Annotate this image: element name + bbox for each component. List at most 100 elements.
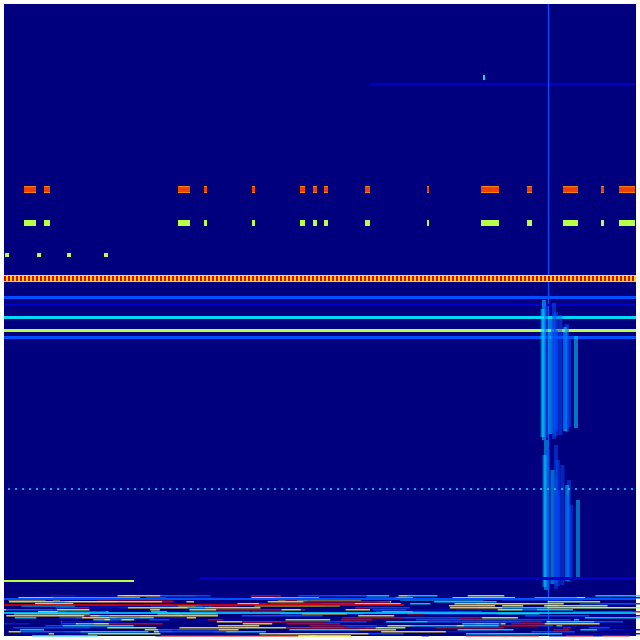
noise-streak <box>285 619 331 621</box>
red-band-tick <box>528 276 530 281</box>
red-band-tick <box>12 276 14 281</box>
red-band-tick <box>612 276 614 281</box>
red-band-tick <box>484 276 486 281</box>
red-band-tick <box>616 276 618 281</box>
green-dash <box>481 220 499 226</box>
red-band-tick <box>260 276 262 281</box>
noise-streak <box>563 627 572 629</box>
noise-streak <box>330 629 397 631</box>
noise-streak <box>410 625 499 627</box>
noise-streak <box>573 611 632 613</box>
bottom-red-line <box>4 604 404 606</box>
red-band-tick <box>244 276 246 281</box>
red-band-tick <box>312 276 314 281</box>
red-band-tick <box>388 276 390 281</box>
dot-mark <box>519 488 521 490</box>
dot-mark <box>190 488 192 490</box>
noise-streak <box>573 619 580 621</box>
noise-streak <box>207 619 223 621</box>
noise-streak <box>64 631 149 633</box>
noise-streak <box>192 619 273 621</box>
red-band-tick <box>436 276 438 281</box>
dot-mark <box>71 488 73 490</box>
energy-blob <box>564 495 569 579</box>
noise-streak <box>462 623 499 625</box>
noise-streak <box>109 617 175 619</box>
red-band-tick <box>568 276 570 281</box>
dot-mark <box>617 488 619 490</box>
noise-streak <box>342 617 411 619</box>
red-band-tick <box>492 276 494 281</box>
dot-mark <box>547 488 549 490</box>
dot-mark <box>582 488 584 490</box>
red-band-tick <box>440 276 442 281</box>
noise-streak <box>76 601 163 603</box>
red-dash-core <box>204 187 207 192</box>
noise-streak <box>149 619 170 621</box>
red-band-tick <box>516 276 518 281</box>
bottom-line <box>4 598 636 600</box>
red-dash-core <box>365 187 370 192</box>
green-dash <box>527 220 532 226</box>
red-dash-core <box>324 187 328 192</box>
dot-mark <box>176 488 178 490</box>
noise-streak <box>336 603 401 605</box>
dot-mark <box>435 488 437 490</box>
noise-streak <box>63 627 139 629</box>
dot-mark <box>29 488 31 490</box>
energy-blob <box>543 306 548 438</box>
noise-streak <box>179 627 248 629</box>
red-band-tick <box>396 276 398 281</box>
noise-streak <box>76 595 122 597</box>
green-dash <box>427 220 429 226</box>
dot-mark <box>134 488 136 490</box>
red-band-tick <box>520 276 522 281</box>
dot-mark <box>204 488 206 490</box>
dot-mark <box>386 488 388 490</box>
red-band-tick <box>360 276 362 281</box>
red-band-tick <box>8 276 10 281</box>
noise-streak <box>456 609 545 611</box>
red-band-tick <box>500 276 502 281</box>
dot-mark <box>302 488 304 490</box>
noise-streak <box>395 597 413 599</box>
noise-streak <box>544 605 559 607</box>
noise-streak <box>312 631 399 633</box>
red-band-tick <box>296 276 298 281</box>
green-dash <box>178 220 190 226</box>
green-dash <box>601 220 604 226</box>
noise-streak <box>466 633 529 635</box>
red-band-tick <box>248 276 250 281</box>
dot-mark <box>449 488 451 490</box>
red-band-tick <box>80 276 82 281</box>
dot-mark <box>463 488 465 490</box>
red-band-tick <box>556 276 558 281</box>
noise-streak <box>565 635 594 637</box>
dot-mark <box>239 488 241 490</box>
dot-mark <box>309 488 311 490</box>
red-band-tick <box>288 276 290 281</box>
red-band-tick <box>600 276 602 281</box>
red-band-tick <box>228 276 230 281</box>
noise-streak <box>531 631 576 633</box>
red-band-tick <box>404 276 406 281</box>
noise-streak <box>35 603 74 605</box>
noise-streak <box>51 597 141 599</box>
red-band-tick <box>232 276 234 281</box>
noise-streak <box>418 627 436 629</box>
dot-mark <box>141 488 143 490</box>
noise-streak <box>250 595 282 597</box>
noise-streak <box>150 609 160 611</box>
noise-streak <box>365 597 407 599</box>
noise-streak <box>410 603 431 605</box>
red-band-tick <box>112 276 114 281</box>
noise-streak <box>528 625 553 627</box>
noise-streak <box>189 609 217 611</box>
noise-streak <box>427 621 521 623</box>
red-band-tick <box>280 276 282 281</box>
noise-streak <box>452 597 516 599</box>
red-band-tick <box>328 276 330 281</box>
noise-streak <box>87 633 161 635</box>
noise-streak <box>544 623 600 625</box>
